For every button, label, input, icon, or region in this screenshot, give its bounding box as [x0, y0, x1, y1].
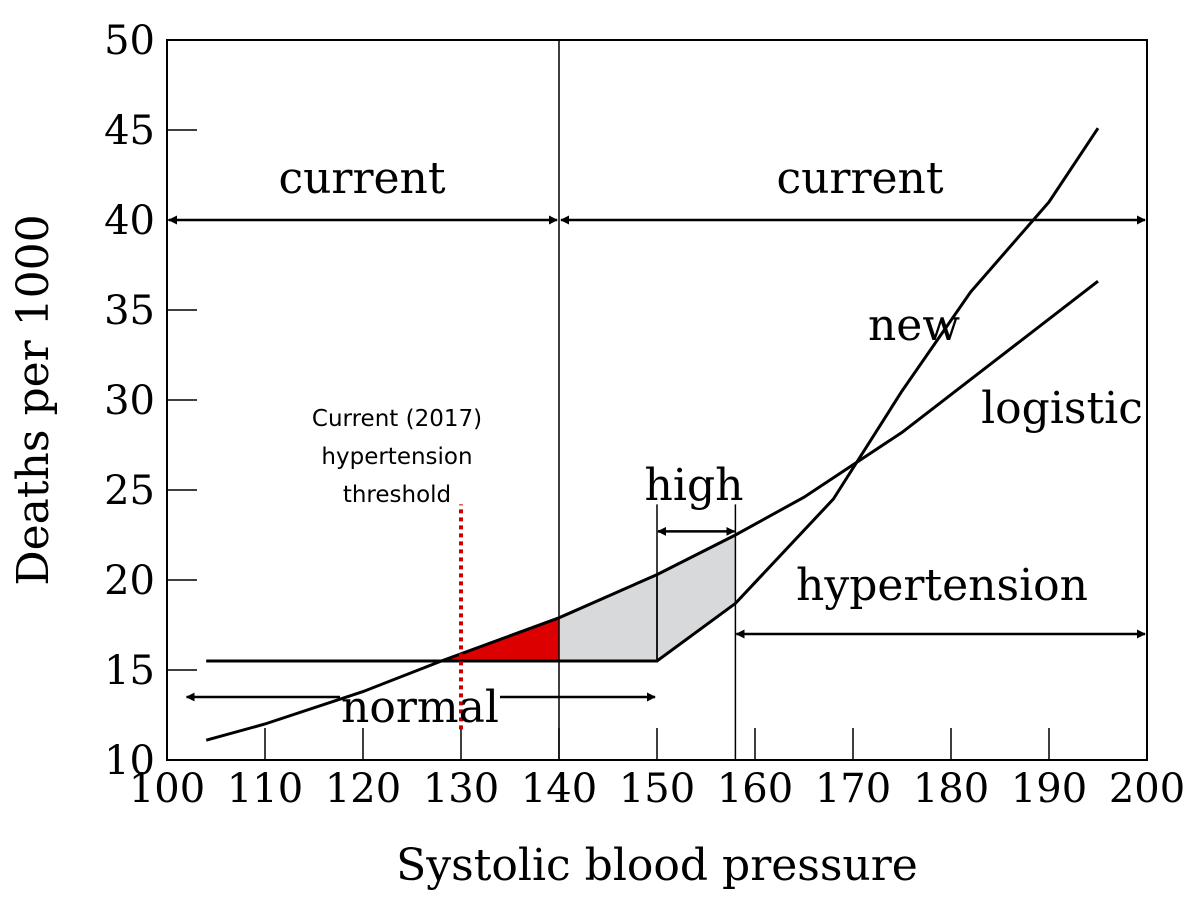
y-tick-label: 50 [104, 18, 155, 64]
x-tick-label: 140 [521, 766, 597, 812]
x-tick-label: 120 [325, 766, 401, 812]
current-right-label: current [776, 153, 943, 204]
y-tick-label: 20 [104, 558, 155, 604]
series-new-label: new [868, 300, 960, 351]
x-tick-label: 130 [423, 766, 499, 812]
y-tick-label: 15 [104, 648, 155, 694]
gray-shaded-region [559, 535, 736, 661]
threshold-label-line: Current (2017) [312, 406, 482, 432]
y-tick-label: 30 [104, 378, 155, 424]
normal-label: normal [341, 682, 499, 733]
y-tick-label: 40 [104, 198, 155, 244]
y-tick-label: 35 [104, 288, 155, 334]
threshold-label-line: hypertension [321, 444, 472, 470]
current-left-label: current [278, 153, 445, 204]
x-tick-label: 110 [227, 766, 303, 812]
y-tick-label: 45 [104, 108, 155, 154]
series-logistic-line [205, 280, 1099, 742]
x-tick-label: 190 [1011, 766, 1087, 812]
x-tick-label: 160 [717, 766, 793, 812]
x-axis-label: Systolic blood pressure [396, 840, 918, 891]
x-tick-label: 200 [1109, 766, 1185, 812]
x-tick-label: 100 [129, 766, 205, 812]
y-axis-label: Deaths per 1000 [8, 214, 59, 585]
x-tick-label: 170 [815, 766, 891, 812]
threshold-label-line: threshold [343, 482, 451, 508]
series-logistic-label: logistic [981, 383, 1143, 434]
high-label: high [645, 460, 744, 511]
x-tick-label: 180 [913, 766, 989, 812]
y-tick-label: 25 [104, 468, 155, 514]
hypertension-label: hypertension [796, 560, 1088, 611]
x-tick-label: 150 [619, 766, 695, 812]
series-new-line [206, 127, 1100, 663]
y-tick-label: 10 [104, 738, 155, 784]
